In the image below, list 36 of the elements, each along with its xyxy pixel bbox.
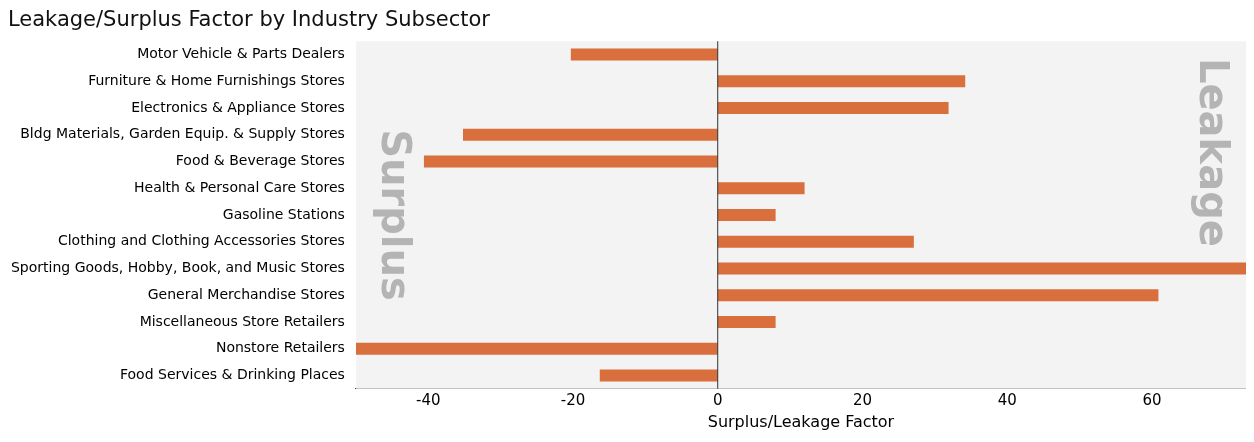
y-tick-label: Bldg Materials, Garden Equip. & Supply Stores	[20, 125, 345, 142]
chart-title: Leakage/Surplus Factor by Industry Subsector	[8, 7, 491, 32]
bar	[717, 235, 914, 248]
y-tick-label: Miscellaneous Store Retailers	[139, 312, 345, 329]
x-tick-label: -40	[416, 390, 441, 409]
bar	[717, 102, 949, 115]
x-tick-label: 60	[1142, 390, 1162, 409]
y-tick-label: Food & Beverage Stores	[175, 152, 345, 169]
x-tick-label: 0	[712, 390, 723, 409]
bar	[570, 48, 718, 61]
bar	[717, 182, 805, 195]
y-tick-label: Furniture & Home Furnishings Stores	[88, 71, 345, 88]
bar	[599, 369, 718, 382]
y-tick-label: Food Services & Drinking Places	[120, 366, 345, 383]
bar	[717, 262, 1246, 275]
bar	[423, 155, 718, 168]
y-tick-label: General Merchandise Stores	[147, 285, 345, 302]
x-axis-title: Surplus/Leakage Factor	[707, 411, 895, 431]
bar	[717, 289, 1159, 302]
y-tick-label: Electronics & Appliance Stores	[131, 98, 345, 115]
y-tick-label: Motor Vehicle & Parts Dealers	[137, 45, 345, 62]
x-tick-label: 20	[852, 390, 873, 409]
y-tick-label: Gasoline Stations	[222, 205, 345, 222]
bar	[717, 315, 776, 328]
bar	[717, 75, 966, 88]
y-tick-label: Nonstore Retailers	[215, 339, 345, 356]
bar	[463, 128, 718, 141]
annotation: Leakage	[1190, 57, 1237, 247]
x-tick-label: 40	[997, 390, 1017, 409]
y-tick-label: Sporting Goods, Hobby, Book, and Music Stores	[10, 259, 345, 276]
bar	[717, 208, 776, 222]
y-tick-label: Clothing and Clothing Accessories Stores	[57, 232, 345, 249]
y-tick-label: Health & Personal Care Stores	[133, 178, 345, 195]
bar	[355, 342, 718, 355]
x-tick-label: -20	[560, 390, 586, 409]
annotation: Surplus	[372, 129, 419, 301]
